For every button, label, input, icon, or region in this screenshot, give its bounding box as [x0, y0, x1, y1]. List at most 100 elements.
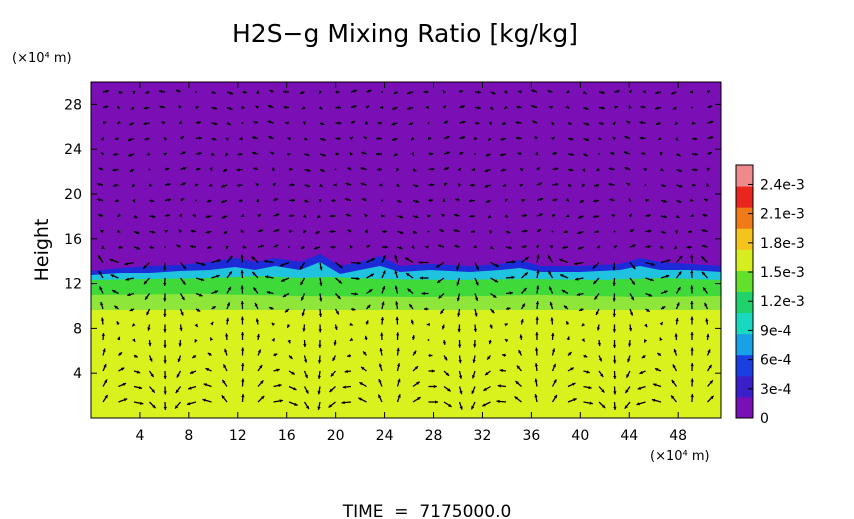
- arrow-head: [334, 326, 338, 330]
- arrow-head: [568, 352, 572, 356]
- arrow-head: [608, 182, 612, 187]
- arrow-head: [575, 277, 579, 281]
- vector-dot: [474, 153, 476, 155]
- arrow-head: [566, 321, 570, 325]
- vector-dot: [288, 246, 290, 248]
- arrow-head: [516, 365, 521, 369]
- arrow-head: [105, 89, 109, 94]
- arrow-head: [256, 90, 260, 94]
- arrow-head: [223, 364, 227, 368]
- arrow-head: [517, 152, 521, 156]
- colorbar-swatch: [736, 291, 753, 314]
- arrow-head: [523, 245, 527, 249]
- arrow-head: [165, 167, 170, 171]
- arrow-head: [487, 356, 491, 360]
- arrow-head: [690, 90, 694, 94]
- colorbar-tick-label: 2.1e-3: [760, 207, 805, 223]
- arrow-head: [300, 245, 305, 249]
- arrow-head: [473, 344, 477, 348]
- arrow-head: [305, 390, 309, 394]
- colorbar-swatch: [736, 312, 753, 335]
- arrow-head: [331, 198, 335, 203]
- arrow-head: [405, 257, 409, 261]
- arrow-head: [317, 360, 322, 364]
- arrow-head: [124, 262, 128, 266]
- x-tick-label: 36: [522, 428, 540, 444]
- arrow-head: [502, 353, 506, 357]
- arrow-head: [581, 322, 586, 327]
- arrow-head: [280, 263, 284, 267]
- arrow-head: [163, 344, 167, 348]
- arrow-head: [499, 368, 503, 373]
- arrow-head: [144, 137, 149, 141]
- arrow-head: [190, 229, 195, 233]
- arrow-head: [286, 152, 291, 157]
- arrow-head: [322, 153, 326, 157]
- arrow-head: [518, 90, 522, 94]
- arrow-head: [333, 183, 337, 187]
- arrow-head: [347, 354, 351, 358]
- arrow-head: [488, 230, 492, 234]
- arrow-head: [626, 374, 630, 378]
- arrow-head: [257, 349, 261, 353]
- arrow-head: [630, 296, 634, 301]
- arrow-head: [223, 230, 228, 234]
- arrow-head: [317, 375, 322, 379]
- y-tick-labels: 4 8 12 16 20 24 28: [64, 97, 82, 382]
- arrow-head: [103, 363, 107, 368]
- arrow-head: [535, 245, 539, 249]
- arrow-head: [627, 343, 632, 347]
- arrow-head: [180, 136, 184, 140]
- arrow-head: [240, 270, 244, 274]
- arrow-head: [508, 245, 512, 250]
- arrow-head: [520, 319, 524, 323]
- vector-dot: [598, 153, 600, 155]
- arrow-head: [585, 106, 589, 110]
- arrow-head: [117, 213, 121, 217]
- arrow-head: [521, 303, 525, 308]
- arrow-head: [207, 352, 212, 357]
- arrow-head: [129, 122, 133, 126]
- arrow-head: [654, 368, 659, 372]
- x-tick-label: 8: [184, 428, 193, 444]
- arrow-head: [665, 274, 670, 279]
- colorbar-tick-label: 0: [760, 411, 769, 427]
- arrow-head: [322, 137, 326, 142]
- arrow-head: [269, 89, 274, 93]
- arrow-head: [227, 122, 231, 126]
- arrow-head: [596, 327, 601, 331]
- arrow-head: [253, 287, 257, 291]
- arrow-head: [376, 152, 380, 156]
- arrow-head: [644, 339, 648, 343]
- colorbar-swatch: [736, 186, 753, 208]
- arrow-head: [237, 152, 241, 156]
- arrow-head: [118, 352, 123, 356]
- arrow-head: [709, 380, 713, 384]
- arrow-head: [551, 121, 555, 126]
- arrow-head: [660, 167, 664, 171]
- arrow-head: [119, 245, 123, 249]
- arrow-head: [675, 121, 679, 125]
- arrow-head: [457, 329, 461, 333]
- arrow-head: [516, 105, 520, 109]
- arrow-head: [477, 106, 481, 110]
- arrow-head: [566, 336, 570, 341]
- arrow-head: [677, 286, 681, 291]
- arrow-head: [205, 214, 210, 219]
- arrow-head: [573, 261, 578, 266]
- arrow-head: [437, 279, 441, 283]
- arrow-head: [291, 214, 295, 218]
- arrow-head: [655, 90, 659, 95]
- arrow-head: [138, 386, 143, 390]
- arrow-head: [228, 106, 233, 110]
- arrow-head: [394, 254, 398, 259]
- arrow-head: [448, 403, 452, 407]
- vector-dot: [195, 91, 197, 93]
- vector-dot: [148, 168, 151, 171]
- arrow-head: [337, 105, 341, 110]
- arrow-head: [342, 385, 346, 389]
- arrow-head: [362, 198, 366, 202]
- arrow-head: [641, 152, 645, 156]
- arrow-head: [690, 316, 694, 320]
- arrow-head: [627, 358, 631, 363]
